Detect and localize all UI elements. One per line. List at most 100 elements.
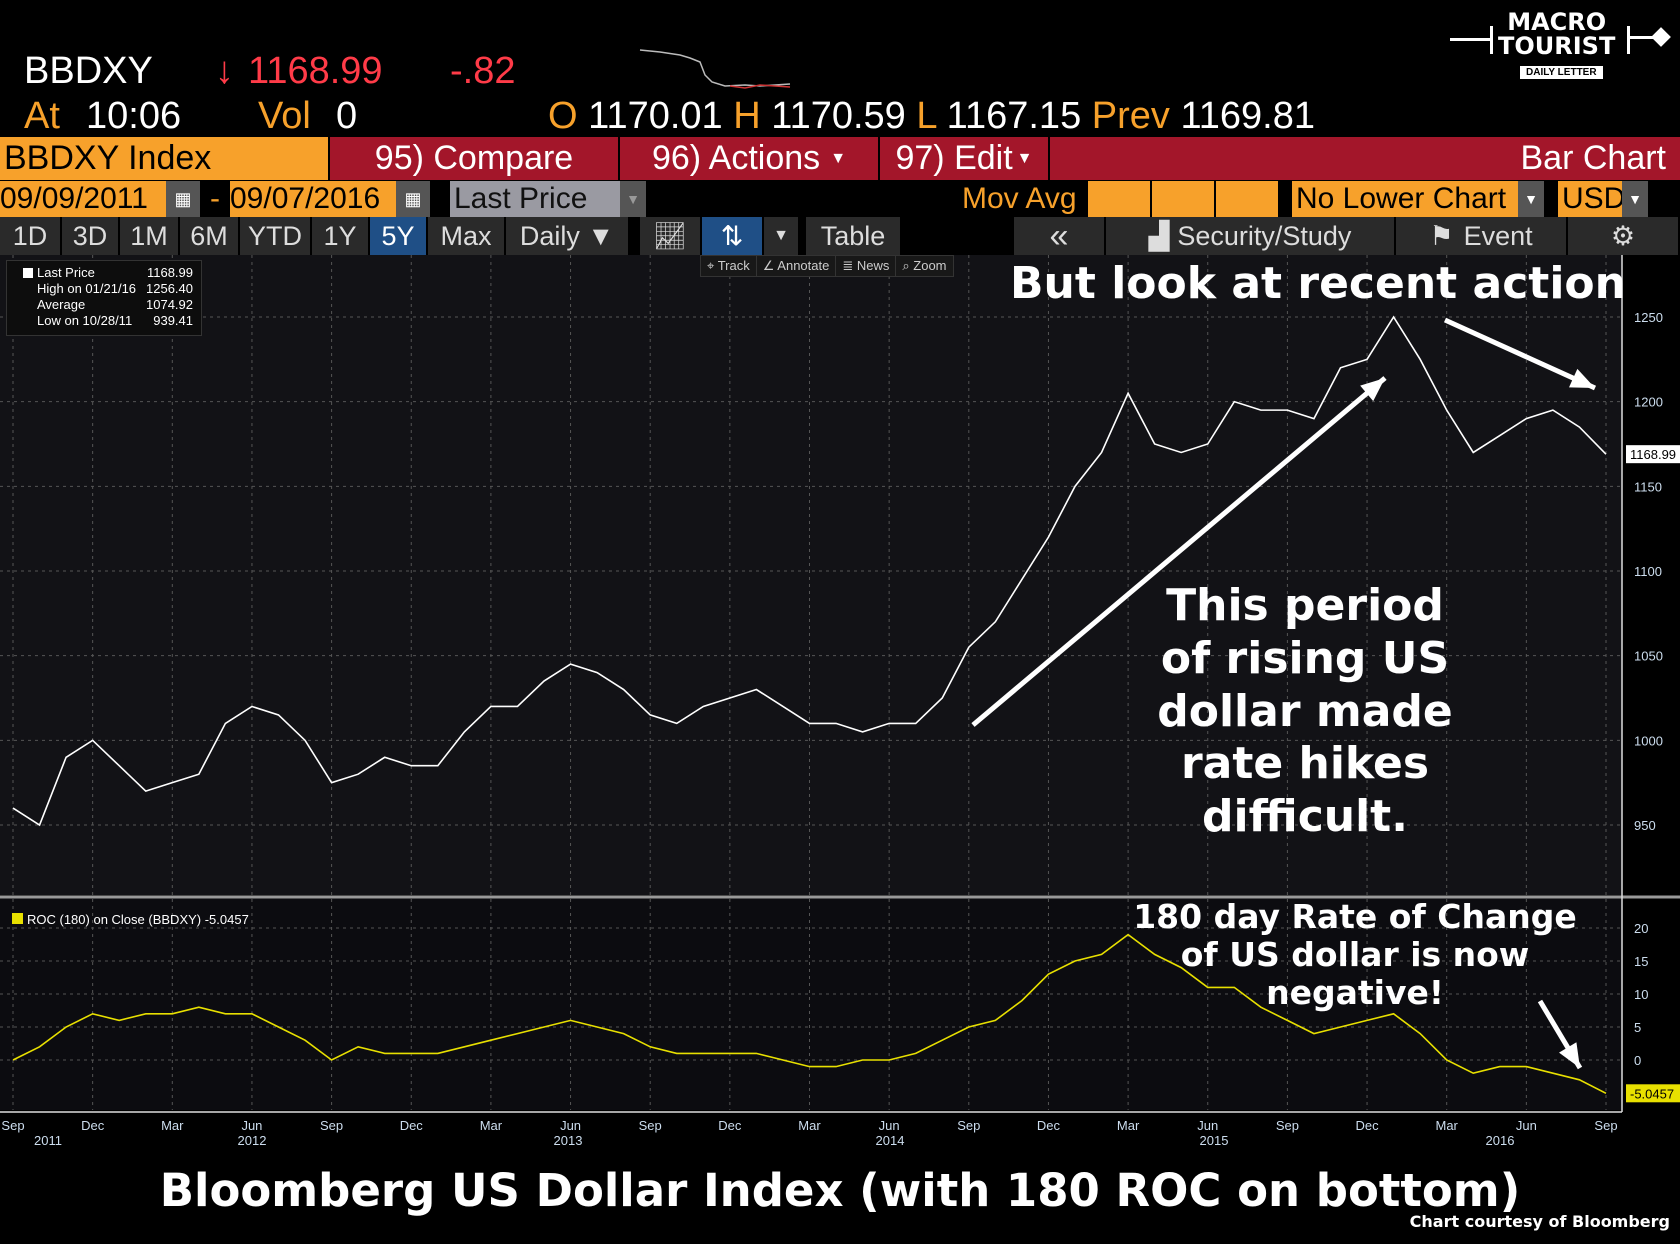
period-select[interactable]: Daily ▼ bbox=[506, 217, 630, 255]
security-study-label: Security/Study bbox=[1177, 220, 1352, 251]
prev-label: Prev bbox=[1091, 95, 1170, 137]
security-study-button[interactable]: ▟ Security/Study bbox=[1106, 217, 1396, 255]
range-3d[interactable]: 3D bbox=[62, 217, 120, 255]
arrow-recent bbox=[1443, 317, 1597, 391]
vol-label: Vol bbox=[258, 95, 311, 137]
edit-menu[interactable]: 97) Edit ▼ bbox=[880, 137, 1050, 180]
legend-low: Low on 10/28/11 939.41 bbox=[37, 313, 193, 328]
last-roc-tag bbox=[1626, 1084, 1680, 1103]
mov-avg-input-1[interactable] bbox=[1088, 181, 1150, 217]
gear-icon[interactable]: ⚙ bbox=[1568, 217, 1680, 255]
y-tick-label: 20 bbox=[1634, 921, 1648, 936]
arrow-rising-head bbox=[1360, 378, 1385, 402]
date-separator: - bbox=[210, 182, 220, 215]
y-tick-label: 1250 bbox=[1634, 310, 1663, 325]
price-panel bbox=[0, 255, 1622, 895]
x-tick-label: Mar bbox=[1436, 1118, 1459, 1133]
x-tick-label: Sep bbox=[1, 1118, 24, 1133]
x-tick-label: Mar bbox=[798, 1118, 821, 1133]
x-tick-label: Dec bbox=[400, 1118, 424, 1133]
chevron-down-icon[interactable]: ▼ bbox=[1518, 181, 1544, 217]
flag-icon: ⚑ bbox=[1429, 220, 1454, 251]
range-1d[interactable]: 1D bbox=[0, 217, 62, 255]
chevron-down-icon[interactable]: ▼ bbox=[764, 217, 800, 255]
x-tick-label: Dec bbox=[718, 1118, 742, 1133]
y-tick-label: 1050 bbox=[1634, 649, 1663, 664]
annotation-roc-negative: 180 day Rate of Change of US dollar is n… bbox=[1133, 897, 1577, 1012]
security-field[interactable]: BBDXY Index bbox=[0, 137, 330, 180]
compare-button[interactable]: 95) Compare bbox=[330, 137, 620, 180]
last-price-tag-label: 1168.99 bbox=[1630, 447, 1676, 462]
x-tick-label: Dec bbox=[1037, 1118, 1061, 1133]
year-label: 2014 bbox=[876, 1133, 905, 1148]
y-tick-label: 0 bbox=[1634, 1053, 1641, 1068]
field-select[interactable]: Last Price bbox=[450, 181, 620, 217]
range-1m[interactable]: 1M bbox=[120, 217, 180, 255]
x-tick-label: Mar bbox=[1117, 1118, 1140, 1133]
y-tick-label: 1000 bbox=[1634, 733, 1663, 748]
zoom-tool[interactable]: ⌕ Zoom bbox=[902, 258, 947, 273]
x-tick-label: Sep bbox=[1594, 1118, 1617, 1133]
currency-select[interactable]: USD bbox=[1558, 181, 1625, 217]
range-5y[interactable]: 5Y bbox=[370, 217, 428, 255]
range-ytd[interactable]: YTD bbox=[240, 217, 312, 255]
range-6m[interactable]: 6M bbox=[180, 217, 240, 255]
open-label: O bbox=[548, 95, 578, 137]
arrow-rising bbox=[971, 376, 1387, 727]
year-label: 2012 bbox=[238, 1133, 267, 1148]
x-tick-label: Dec bbox=[81, 1118, 105, 1133]
y-tick-label: 1100 bbox=[1634, 564, 1662, 579]
annotate-tool[interactable]: ∠ Annotate bbox=[757, 256, 837, 276]
volume: 0 bbox=[336, 95, 358, 137]
net-change: -.82 bbox=[450, 50, 516, 92]
chevron-down-icon[interactable]: ▼ bbox=[620, 181, 646, 217]
legend-high: High on 01/21/16 1256.40 bbox=[37, 281, 193, 296]
chart-tools: ⌖ Track ∠ Annotate ≣ News ⌕ Zoom bbox=[700, 255, 954, 277]
x-tick-label: Jun bbox=[241, 1118, 262, 1133]
line-chart-icon[interactable]: 📈︎ bbox=[640, 217, 702, 255]
roc-panel bbox=[0, 898, 1622, 1110]
news-tool[interactable]: ≣ News bbox=[836, 256, 897, 276]
event-button[interactable]: ⚑ Event bbox=[1396, 217, 1568, 255]
lower-chart-select[interactable]: No Lower Chart bbox=[1292, 181, 1518, 217]
last-price: 1168.99 bbox=[248, 50, 383, 92]
x-tick-label: Sep bbox=[1276, 1118, 1299, 1133]
mov-avg-input-2[interactable] bbox=[1152, 181, 1214, 217]
chevron-down-icon: ▼ bbox=[1016, 149, 1033, 167]
calendar-icon[interactable]: ▦ bbox=[396, 181, 430, 217]
high-label: H bbox=[733, 95, 761, 137]
x-tick-label: Mar bbox=[161, 1118, 184, 1133]
roc-legend: ROC (180) on Close (BBDXY) -5.0457 bbox=[12, 912, 249, 927]
legend-average: Average 1074.92 bbox=[37, 297, 193, 312]
mov-avg-input-3[interactable] bbox=[1216, 181, 1278, 217]
credit: Chart courtesy of Bloomberg bbox=[1409, 1212, 1670, 1231]
x-tick-label: Jun bbox=[560, 1118, 581, 1133]
x-tick-label: Dec bbox=[1355, 1118, 1379, 1133]
down-arrow-icon: ↓ bbox=[215, 50, 234, 92]
track-tool[interactable]: ⌖ Track bbox=[701, 256, 757, 276]
chart-type[interactable]: Bar Chart bbox=[1520, 139, 1667, 177]
collapse-icon[interactable]: « bbox=[1014, 217, 1106, 255]
open-value: 1170.01 bbox=[588, 95, 723, 137]
price-line bbox=[12, 315, 1607, 827]
x-tick-label: Sep bbox=[320, 1118, 343, 1133]
annotation-rising-dollar: This period of rising US dollar made rat… bbox=[1157, 580, 1453, 843]
last-price-tag bbox=[1626, 445, 1680, 464]
annotation-recent-action: But look at recent action bbox=[1010, 258, 1626, 309]
arrow-roc-head bbox=[1559, 1042, 1580, 1068]
table-button[interactable]: Table bbox=[806, 217, 902, 255]
bar-chart-icon[interactable]: ⇅ bbox=[702, 217, 764, 255]
end-date-input[interactable]: 09/07/2016 bbox=[230, 181, 396, 217]
range-1y[interactable]: 1Y bbox=[312, 217, 370, 255]
year-label: 2011 bbox=[34, 1133, 62, 1148]
start-date-input[interactable]: 09/09/2011 bbox=[0, 181, 166, 217]
actions-menu[interactable]: 96) Actions ▼ bbox=[620, 137, 880, 180]
calendar-icon[interactable]: ▦ bbox=[166, 181, 200, 217]
low-label: L bbox=[916, 95, 937, 137]
range-max[interactable]: Max bbox=[428, 217, 506, 255]
chevron-down-icon[interactable]: ▼ bbox=[1622, 181, 1648, 217]
y-tick-label: 950 bbox=[1634, 818, 1656, 833]
roc-line bbox=[12, 933, 1607, 1095]
y-tick-label: 1150 bbox=[1634, 479, 1662, 494]
y-tick-label: 15 bbox=[1634, 954, 1648, 969]
